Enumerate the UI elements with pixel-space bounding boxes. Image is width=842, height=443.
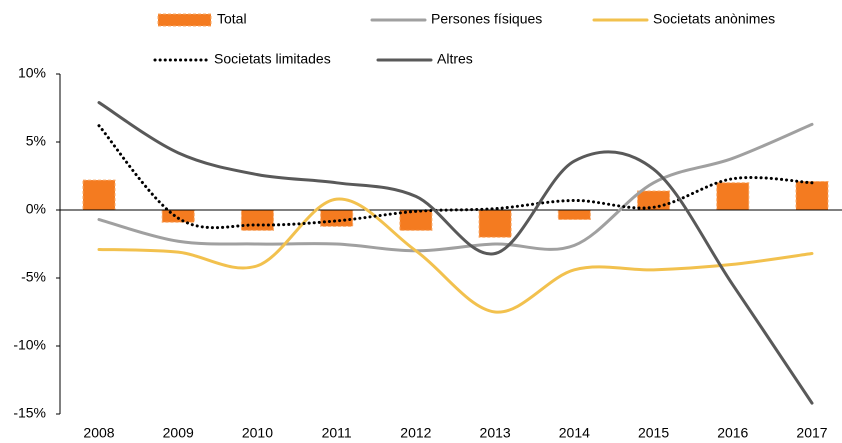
- x-tick-label: 2008: [83, 425, 114, 441]
- x-tick-label: 2017: [796, 425, 827, 441]
- x-tick-label: 2014: [559, 425, 590, 441]
- bar: [161, 209, 195, 223]
- legend-label: Altres: [437, 51, 473, 67]
- x-tick-label: 2010: [242, 425, 273, 441]
- y-tick-label: 10%: [18, 65, 46, 81]
- x-tick-label: 2012: [400, 425, 431, 441]
- bar: [82, 179, 116, 211]
- y-tick-label: 5%: [26, 133, 46, 149]
- bar: [795, 180, 829, 211]
- legend-swatch: [157, 13, 212, 27]
- legend-label: Societats anònimes: [653, 11, 775, 27]
- y-tick-label: 0%: [26, 201, 46, 217]
- x-tick-label: 2016: [717, 425, 748, 441]
- legend-label: Total: [217, 11, 247, 27]
- x-tick-label: 2009: [163, 425, 194, 441]
- bar: [320, 209, 354, 227]
- y-tick-label: -10%: [13, 337, 46, 353]
- bar: [716, 182, 750, 211]
- bar: [478, 209, 512, 238]
- series-line: [97, 124, 814, 230]
- y-tick-label: -15%: [13, 405, 46, 421]
- x-tick-label: 2011: [322, 425, 352, 441]
- y-tick-label: -5%: [21, 269, 46, 285]
- series-line: [97, 101, 814, 405]
- x-tick-label: 2015: [638, 425, 669, 441]
- series-line: [97, 197, 814, 314]
- legend-label: Persones físiques: [431, 11, 542, 27]
- legend-label: Societats limitades: [214, 51, 331, 67]
- x-tick-label: 2013: [480, 425, 511, 441]
- bar: [557, 209, 591, 221]
- bar: [240, 209, 274, 231]
